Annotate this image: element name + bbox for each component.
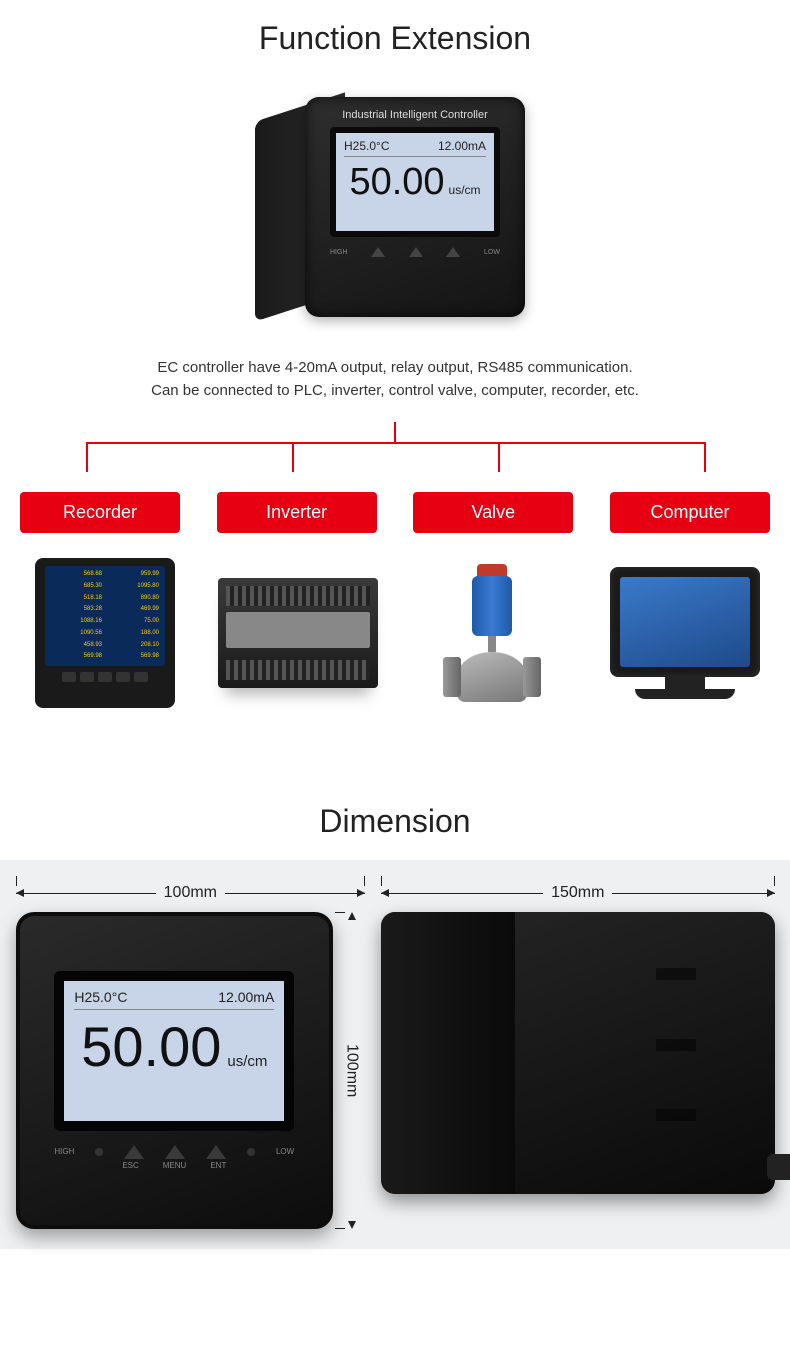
device-recorder: 568.68959.99 685.301095.80 518.18890.80 … (20, 553, 190, 713)
description-line2: Can be connected to PLC, inverter, contr… (40, 380, 750, 403)
lcd-current: 12.00mA (438, 139, 486, 153)
controller-lcd: H25.0°C 12.00mA 50.00 us/cm (330, 127, 500, 237)
dimension-diagram: 100mm H25.0°C 12.00mA 50.00 us/cm HIGH (0, 860, 790, 1249)
hero-controller-image: Industrial Intelligent Controller H25.0°… (0, 77, 790, 347)
description-text: EC controller have 4-20mA output, relay … (0, 347, 790, 422)
dimension-title: Dimension (0, 783, 790, 860)
high-indicator: HIGH (330, 249, 348, 256)
connection-badges: Recorder Inverter Valve Computer (0, 492, 790, 533)
esc-button-icon (371, 247, 385, 257)
menu-button-icon (409, 247, 423, 257)
ent-button-icon (446, 247, 460, 257)
dim-side-width: 150mm (381, 880, 775, 906)
dim-front-device: H25.0°C 12.00mA 50.00 us/cm HIGH LOW (16, 912, 333, 1229)
description-line1: EC controller have 4-20mA output, relay … (40, 357, 750, 380)
badge-inverter: Inverter (217, 492, 377, 533)
device-computer (600, 553, 770, 713)
device-valve (407, 553, 577, 713)
lcd-unit: us/cm (449, 183, 481, 197)
dim-side-device (381, 912, 775, 1194)
dim-front-height: 100mm (339, 912, 365, 1229)
badge-valve: Valve (413, 492, 573, 533)
recorder-screen: 568.68959.99 685.301095.80 518.18890.80 … (45, 566, 165, 666)
device-inverter (213, 553, 383, 713)
lcd-value: 50.00 (349, 161, 444, 204)
badge-computer: Computer (610, 492, 770, 533)
badge-recorder: Recorder (20, 492, 180, 533)
low-indicator: LOW (484, 249, 500, 256)
function-extension-title: Function Extension (0, 0, 790, 77)
lcd-temp: H25.0°C (344, 139, 390, 153)
controller-brand-label: Industrial Intelligent Controller (342, 109, 488, 121)
connected-devices-row: 568.68959.99 685.301095.80 518.18890.80 … (0, 533, 790, 753)
connection-tree (40, 422, 750, 492)
dim-front-width: 100mm (16, 880, 365, 906)
